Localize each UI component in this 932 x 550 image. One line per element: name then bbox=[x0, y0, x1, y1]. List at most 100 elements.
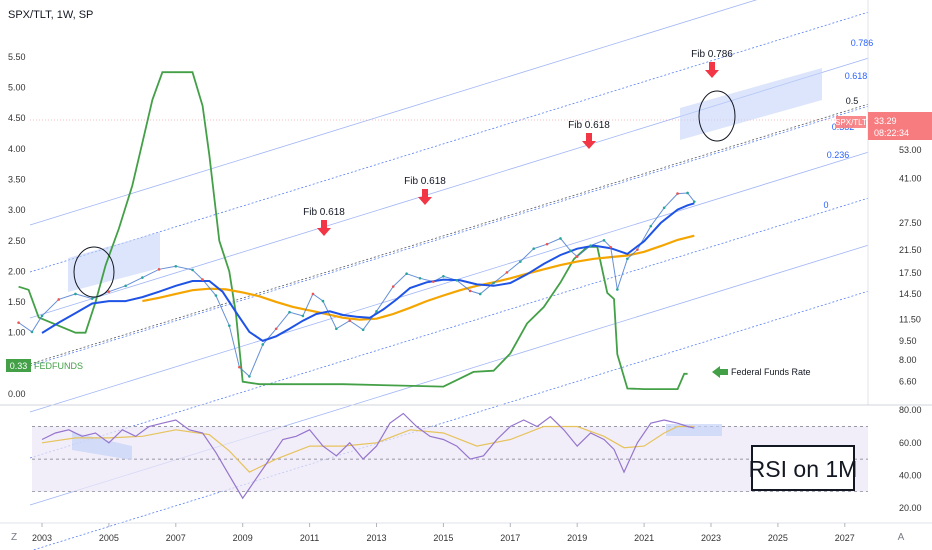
price-point bbox=[432, 280, 435, 283]
price-point bbox=[478, 292, 482, 296]
annotations: Fib 0.618 Fib 0.618 Fib 0.618 Fib 0.786 Fede… bbox=[73, 49, 811, 378]
rsi-axis-tick: 60.00 bbox=[899, 438, 922, 448]
price-line bbox=[18, 192, 695, 378]
rsi-axis-tick: 40.00 bbox=[899, 470, 922, 480]
fib-annotation-text: Fib 0.618 bbox=[404, 176, 446, 187]
left-axis-tick: 4.50 bbox=[8, 113, 26, 123]
time-axis-tick: 2017 bbox=[500, 533, 520, 543]
price-point bbox=[301, 314, 305, 318]
price-point bbox=[391, 285, 395, 288]
fib-level-label: 0.786 bbox=[851, 38, 874, 48]
series-name-tag-text: SPX/TLT bbox=[835, 118, 867, 127]
price-point bbox=[375, 310, 378, 313]
price-point bbox=[505, 271, 509, 274]
highlight-zones bbox=[68, 68, 822, 292]
left-axis-tick: 1.00 bbox=[8, 328, 26, 338]
rsi-ma-line bbox=[41, 425, 695, 473]
price-point bbox=[274, 327, 278, 331]
fib-annotation-text: Fib 0.618 bbox=[303, 207, 345, 218]
time-axis-tick: 2027 bbox=[835, 533, 855, 543]
fib-level-label: 0.5 bbox=[846, 96, 859, 106]
price-point bbox=[228, 324, 231, 327]
price-point bbox=[649, 224, 653, 228]
price-point bbox=[174, 264, 178, 268]
price-point bbox=[442, 274, 445, 278]
price-point bbox=[616, 288, 619, 291]
time-axis-tick: 2013 bbox=[366, 533, 386, 543]
left-axis-tick: 2.50 bbox=[8, 236, 26, 246]
price-point bbox=[662, 206, 666, 210]
symbol-title[interactable]: SPX/TLT, 1W, SP bbox=[8, 9, 93, 21]
price-point bbox=[676, 192, 679, 195]
fedfunds-value: 0.33 bbox=[10, 361, 28, 371]
time-axis-tick: 2007 bbox=[166, 533, 186, 543]
right-axis-tick: 11.50 bbox=[899, 315, 921, 325]
zone-2022 bbox=[680, 68, 822, 140]
price-point bbox=[575, 255, 579, 258]
last-price-tag bbox=[868, 112, 932, 140]
down-arrow-icon bbox=[317, 220, 331, 236]
fedfunds-value-badge bbox=[6, 359, 31, 372]
right-axis: 65.0053.0041.0027.5021.5017.5014.5011.50… bbox=[899, 122, 922, 386]
price-point bbox=[321, 299, 325, 303]
down-arrow-icon bbox=[418, 189, 432, 205]
fed-funds-annotation: Federal Funds Rate bbox=[731, 367, 811, 377]
price-point bbox=[361, 328, 365, 332]
price-point bbox=[191, 268, 194, 272]
down-arrow-icon bbox=[582, 133, 596, 149]
left-axis-tick: 0.00 bbox=[8, 389, 26, 399]
price-point bbox=[157, 268, 161, 271]
price-point bbox=[405, 272, 408, 276]
rsi-line bbox=[41, 412, 695, 500]
price-series bbox=[17, 71, 696, 390]
price-point bbox=[348, 319, 352, 322]
time-axis-tick: 2009 bbox=[233, 533, 253, 543]
fib-channel-line bbox=[29, 151, 869, 413]
right-axis-tick: 41.00 bbox=[899, 174, 922, 184]
time-axis-tick: 2005 bbox=[99, 533, 119, 543]
log-scale-badge[interactable]: A bbox=[898, 532, 905, 543]
last-price-value: 33.29 bbox=[874, 116, 897, 126]
fib-annotation-text: Fib 0.786 bbox=[691, 49, 733, 60]
right-axis-tick: 14.50 bbox=[899, 289, 922, 299]
time-axis-tick: 2025 bbox=[768, 533, 788, 543]
price-point bbox=[288, 310, 291, 314]
price-point bbox=[40, 314, 44, 318]
price-point bbox=[686, 191, 689, 195]
right-axis-tick: 6.60 bbox=[899, 376, 917, 386]
rsi-panel: 80.00 60.00 40.00 20.00 bbox=[32, 405, 922, 513]
zone-2004 bbox=[68, 232, 160, 292]
right-axis-tick: 9.50 bbox=[899, 336, 917, 346]
fib-channel-line bbox=[29, 0, 758, 226]
circle-marker-2022 bbox=[698, 90, 736, 142]
price-point bbox=[602, 239, 606, 242]
circle-marker-2004 bbox=[73, 246, 115, 298]
price-point bbox=[455, 278, 459, 282]
price-point bbox=[532, 247, 536, 250]
price-point bbox=[238, 365, 241, 369]
left-axis-tick: 5.50 bbox=[8, 52, 26, 62]
left-axis-tick: 2.00 bbox=[8, 266, 26, 276]
price-point bbox=[201, 278, 204, 281]
rsi-zone-2022 bbox=[666, 424, 722, 436]
right-axis-tick: 17.50 bbox=[899, 268, 922, 278]
price-point bbox=[545, 242, 549, 246]
price-point bbox=[124, 284, 127, 288]
rsi-label-box bbox=[751, 445, 855, 491]
timezone-badge[interactable]: Z bbox=[11, 532, 17, 543]
price-point bbox=[589, 244, 592, 247]
price-point bbox=[335, 327, 338, 331]
fib-annotation-text: Fib 0.618 bbox=[568, 120, 610, 131]
fib-level-label: 0.618 bbox=[845, 71, 868, 81]
time-axis-tick: 2011 bbox=[300, 533, 319, 543]
price-point bbox=[30, 330, 34, 334]
price-point bbox=[141, 276, 144, 279]
rsi-zone-2004 bbox=[72, 432, 132, 460]
right-axis-tick: 27.50 bbox=[899, 218, 922, 228]
price-point bbox=[519, 260, 522, 263]
price-point bbox=[17, 321, 20, 324]
fib-level-label: 0 bbox=[823, 200, 828, 210]
time-axis-tick: 2003 bbox=[32, 533, 52, 543]
price-point bbox=[569, 249, 572, 253]
